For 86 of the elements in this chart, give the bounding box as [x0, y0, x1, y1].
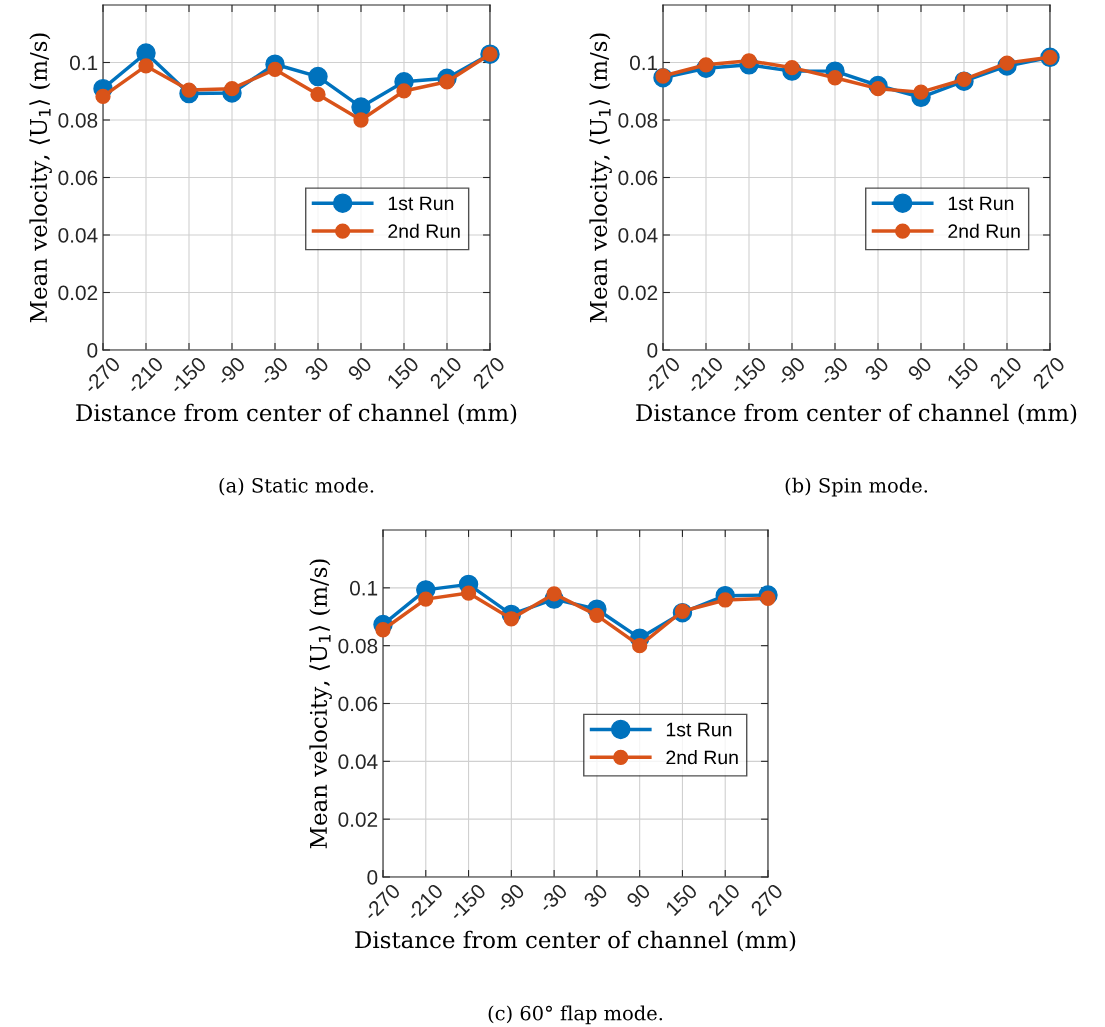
- x-tick-label: 90: [347, 355, 373, 382]
- point: [827, 70, 843, 86]
- text: (a) Static mode.: [219, 477, 374, 496]
- x-tick-label: -90: [775, 355, 807, 387]
- point: [999, 55, 1015, 71]
- x-tick-label: 30: [863, 355, 890, 382]
- y-tick-label: 0.08: [618, 113, 658, 128]
- y-tick-label: 0: [367, 870, 378, 885]
- point: [870, 81, 886, 97]
- y-axis-title: Mean velocity, ⟨U$_{1}$⟩ (m/s): [29, 33, 52, 323]
- text: (c) 60° flap mode.: [488, 1005, 663, 1025]
- point: [95, 88, 111, 105]
- x-tick-label: 210: [428, 355, 463, 390]
- x-tick-label: -210: [685, 355, 725, 395]
- point: [224, 81, 240, 97]
- point: [418, 591, 434, 607]
- x-tick-label: -210: [405, 882, 444, 922]
- legend-label: 1st Run: [388, 196, 454, 211]
- point: [698, 57, 714, 73]
- y-tick-label: 0.02: [618, 285, 658, 301]
- y-tick-label: 0.02: [338, 812, 378, 827]
- point: [375, 622, 391, 638]
- x-tick-label: -210: [125, 355, 165, 395]
- point: [717, 592, 733, 608]
- point: [181, 82, 197, 98]
- x-tick-label: 150: [386, 355, 420, 390]
- y-tick-label: 0.08: [58, 113, 98, 128]
- x-axis-title: Distance from center of channel (mm): [636, 403, 1077, 425]
- x-tick-label: 30: [582, 882, 609, 909]
- point: [396, 83, 412, 99]
- legend-label: 1st Run: [948, 196, 1014, 211]
- point: [913, 84, 929, 100]
- x-tick-label: 90: [907, 355, 933, 382]
- y-tick-label: 0.06: [338, 696, 378, 712]
- point: [741, 53, 757, 69]
- y-tick-label: 0.06: [618, 170, 658, 186]
- x-tick-label: 210: [707, 882, 741, 917]
- y-axis-title: Mean velocity, ⟨U$_{1}$⟩ (m/s): [309, 559, 332, 849]
- y-tick-label: 0: [87, 343, 98, 358]
- x-tick-label: -30: [537, 882, 569, 914]
- x-tick-label: -150: [168, 355, 208, 395]
- x-tick-label: -150: [728, 355, 768, 395]
- x-tick-label: 150: [946, 355, 980, 390]
- point: [439, 74, 455, 90]
- y-axis-title: Mean velocity, ⟨U$_{1}$⟩ (m/s): [589, 33, 612, 323]
- point: [138, 58, 154, 74]
- y-tick-label: 0.1: [349, 580, 378, 596]
- x-tick-label: 270: [471, 355, 506, 390]
- legend-label: 1st Run: [666, 722, 732, 737]
- x-axis-title: Distance from center of channel (mm): [355, 930, 796, 952]
- point: [460, 585, 477, 601]
- point: [589, 607, 605, 623]
- legend-label: 2nd Run: [666, 750, 738, 765]
- y-tick-label: 0.08: [338, 638, 378, 654]
- point: [546, 586, 562, 602]
- point: [784, 60, 800, 76]
- x-tick-label: 30: [303, 355, 330, 382]
- x-tick-label: 90: [625, 882, 652, 909]
- point: [760, 590, 776, 606]
- x-tick-label: 270: [1031, 355, 1066, 390]
- y-tick-label: 0.1: [69, 55, 98, 71]
- x-tick-label: 270: [749, 882, 784, 917]
- x-tick-label: -30: [818, 355, 850, 387]
- y-tick-label: 0: [647, 343, 658, 358]
- x-tick-label: 150: [664, 882, 699, 917]
- point: [503, 611, 519, 627]
- x-tick-label: 210: [988, 355, 1023, 390]
- y-tick-label: 0.04: [58, 228, 98, 243]
- point: [310, 86, 326, 103]
- x-tick-label: -90: [215, 355, 247, 387]
- x-tick-label: -30: [258, 355, 290, 387]
- x-tick-label: -90: [494, 882, 526, 914]
- y-tick-label: 0.1: [629, 55, 658, 71]
- y-tick-label: 0.06: [58, 170, 98, 186]
- point: [267, 61, 283, 78]
- y-tick-label: 0.02: [58, 285, 98, 301]
- text: (b) Spin mode.: [785, 477, 928, 497]
- point: [632, 638, 648, 654]
- legend-label: 2nd Run: [948, 223, 1020, 239]
- y-tick-label: 0.04: [618, 228, 658, 243]
- x-tick-label: -150: [447, 882, 487, 922]
- x-axis-title: Distance from center of channel (mm): [76, 403, 517, 425]
- point: [353, 112, 369, 128]
- point: [308, 66, 328, 87]
- legend-label: 2nd Run: [388, 223, 460, 239]
- y-tick-label: 0.04: [338, 754, 378, 770]
